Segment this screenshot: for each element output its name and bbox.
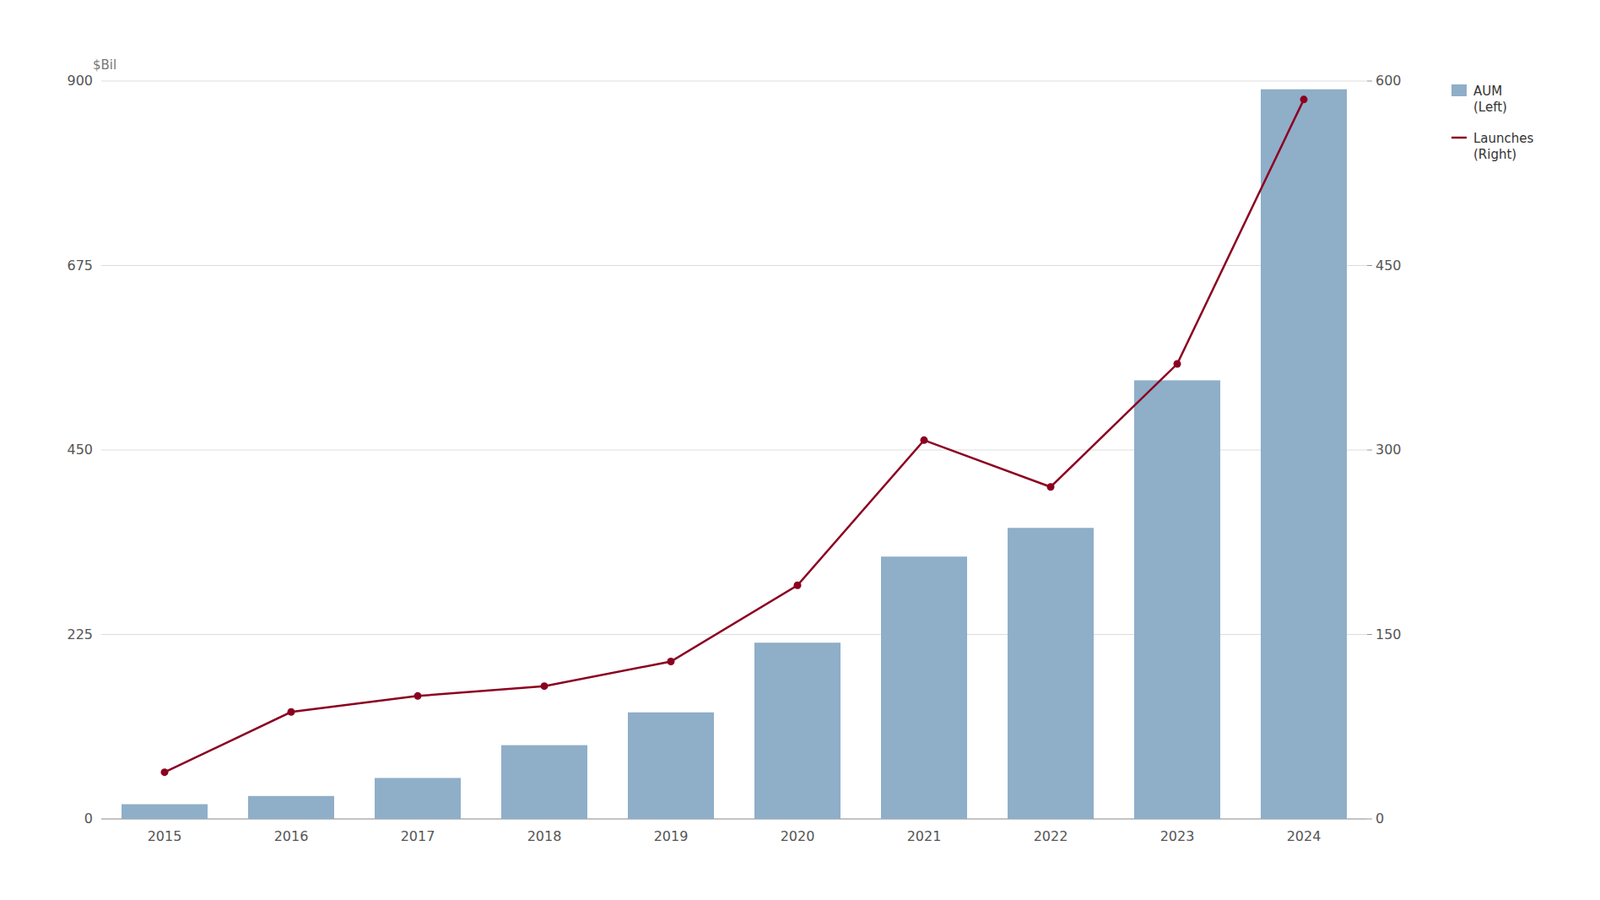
y-tick-label: 0 [84,810,93,827]
line [164,99,1304,773]
bar [121,804,208,819]
y-tick-label: 675 [66,257,93,274]
y-tick-label: 225 [66,626,93,643]
x-tick-label: 2023 [1160,827,1195,844]
marker [287,708,296,716]
legend-label: Launches(Right) [1473,130,1535,163]
y2-tick [1367,81,1373,82]
bar [1134,379,1221,819]
bar [248,795,335,819]
marker [920,436,929,444]
y2-tick-label: 0 [1375,810,1384,827]
grid-line [101,264,1368,266]
legend-label-line: (Right) [1473,146,1517,163]
x-tick-label: 2019 [654,827,689,844]
chart: 0 225 450 675 900$Bil 0 150 300 450 600 2015 2016 20… [0,0,1600,900]
bar [754,642,841,819]
legend-label-line: Launches [1473,130,1535,146]
legend-label-line: AUM [1473,83,1503,99]
marker [414,691,422,700]
grid-line [101,81,1368,82]
y2-tick [1367,449,1373,451]
y2-tick-label: 150 [1375,626,1402,643]
plot-area [121,89,1347,819]
bar [501,745,588,819]
marker [161,767,169,776]
bar [881,556,968,819]
x-tick-label: 2017 [400,827,436,844]
legend: AUM(Left) Launches(Right) [1451,83,1535,163]
y2-tick-label: 450 [1375,257,1402,274]
x-tick-label: 2018 [527,827,563,844]
marker [667,657,676,665]
legend-swatch [1451,84,1467,97]
bar [374,777,461,819]
bar [1007,527,1094,819]
y2-tick [1367,818,1373,820]
x-tick-label: 2015 [147,827,183,844]
marker [794,581,802,590]
y2-tick-label: 600 [1375,72,1402,89]
legend-label: AUM(Left) [1473,83,1508,115]
x-tick-label: 2016 [274,827,309,844]
marker [540,681,549,690]
x-tick-label: 2024 [1286,827,1322,844]
grid [101,81,1368,819]
y-tick-label: 900 [66,72,93,89]
legend-label-line: (Left) [1473,99,1508,115]
legend-swatch [1451,136,1467,140]
y-tick-label: 450 [66,441,93,458]
marker [1173,360,1182,368]
marker [1300,95,1309,103]
y2-tick [1367,633,1373,635]
x-tick-label: 2020 [780,827,816,844]
bar [1260,89,1347,819]
y2-tick-label: 300 [1375,441,1402,458]
y-axis-label: $Bil [92,57,117,73]
bar [627,712,714,819]
x-tick-label: 2021 [907,827,942,844]
marker [1047,482,1055,491]
x-tick-label: 2022 [1033,827,1069,844]
y2-tick [1367,264,1373,266]
